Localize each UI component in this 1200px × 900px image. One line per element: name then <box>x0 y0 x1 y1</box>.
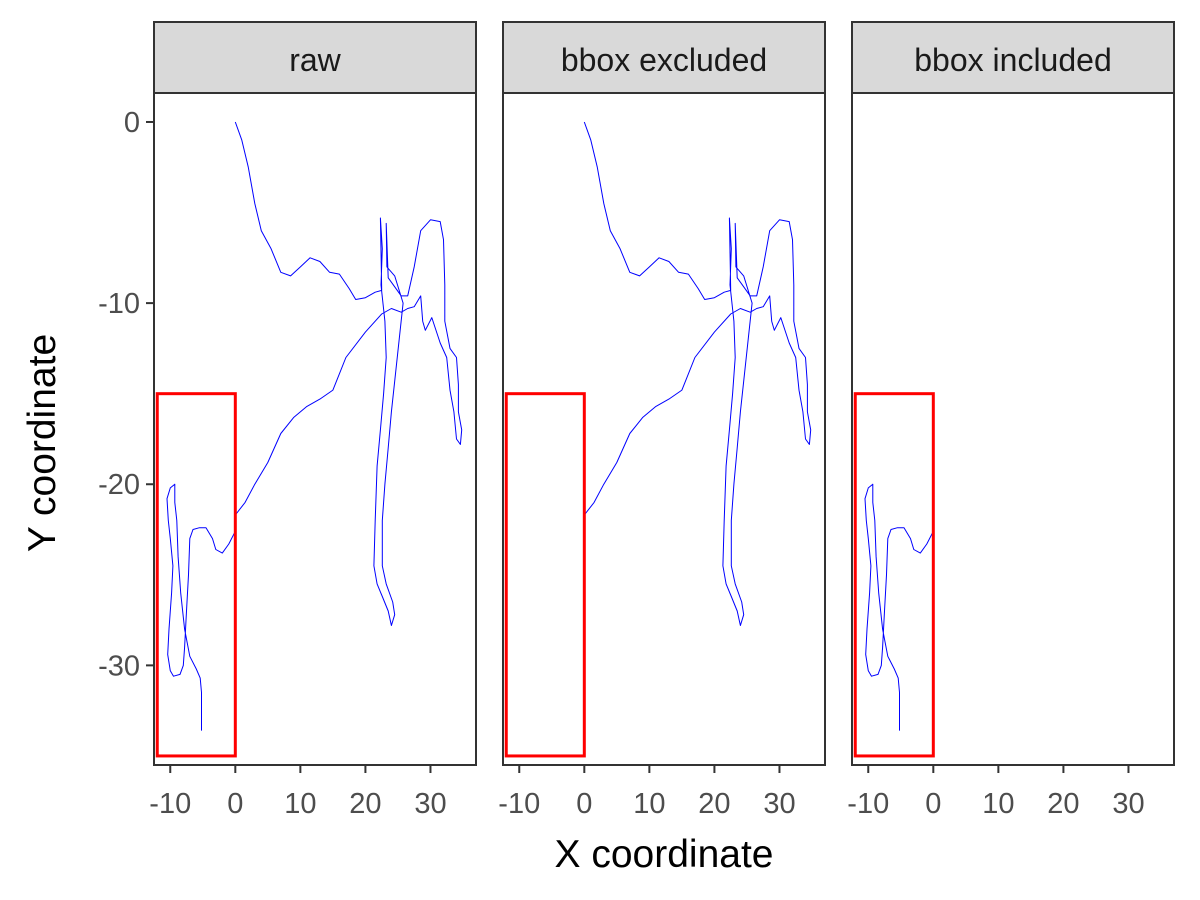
y-tick-label: -30 <box>98 650 140 682</box>
y-tick-label: -20 <box>98 469 140 501</box>
track-line-inside <box>166 483 236 731</box>
x-tick-label: -10 <box>498 788 540 820</box>
bbox-rectangle <box>853 392 935 758</box>
x-tick-label: 0 <box>925 788 941 820</box>
x-tick-label: 20 <box>698 788 730 820</box>
x-tick-label: 0 <box>576 788 592 820</box>
x-tick-label: 10 <box>284 788 316 820</box>
x-tick-label: 20 <box>349 788 381 820</box>
panel-border <box>153 92 477 766</box>
panel-background <box>154 93 476 765</box>
x-tick-label: 30 <box>1112 788 1144 820</box>
x-axis-title: X coordinate <box>555 833 774 876</box>
bbox-rectangle <box>504 392 586 758</box>
y-tick-label: 0 <box>124 107 140 139</box>
facet-raw: raw -10 0 10 20 30 <box>149 21 477 820</box>
facets-group: 0 -10 -20 -30 raw -10 0 10 20 30 bbox excluded -10 0… <box>98 21 1175 820</box>
facet-strip-label: bbox included <box>914 42 1111 78</box>
facet-strip <box>153 21 477 94</box>
facet-bbox-excluded: bbox excluded -10 0 10 20 30 <box>498 21 826 820</box>
x-tick-label: 0 <box>227 788 243 820</box>
x-tick-label: -10 <box>149 788 191 820</box>
track-line-outside <box>583 121 812 626</box>
y-axis-title: Y coordinate <box>21 334 64 552</box>
panel-background <box>503 93 825 765</box>
facet-strip-label: bbox excluded <box>561 42 767 78</box>
panel-border <box>851 92 1175 766</box>
x-tick-label: 30 <box>763 788 795 820</box>
y-tick-label: -10 <box>98 288 140 320</box>
track-line-inside <box>864 483 934 731</box>
track-line-outside <box>234 121 463 626</box>
x-tick-label: -10 <box>847 788 889 820</box>
x-tick-label: 20 <box>1047 788 1079 820</box>
x-tick-label: 30 <box>414 788 446 820</box>
panel-border <box>502 92 826 766</box>
bbox-rectangle <box>155 392 237 758</box>
x-tick-label: 10 <box>633 788 665 820</box>
facet-bbox-included: bbox included -10 0 10 20 30 <box>847 21 1175 820</box>
facet-strip <box>502 21 826 94</box>
facet-strip-label: raw <box>289 42 341 78</box>
x-tick-label: 10 <box>982 788 1014 820</box>
facet-strip <box>851 21 1175 94</box>
panel-background <box>852 93 1174 765</box>
